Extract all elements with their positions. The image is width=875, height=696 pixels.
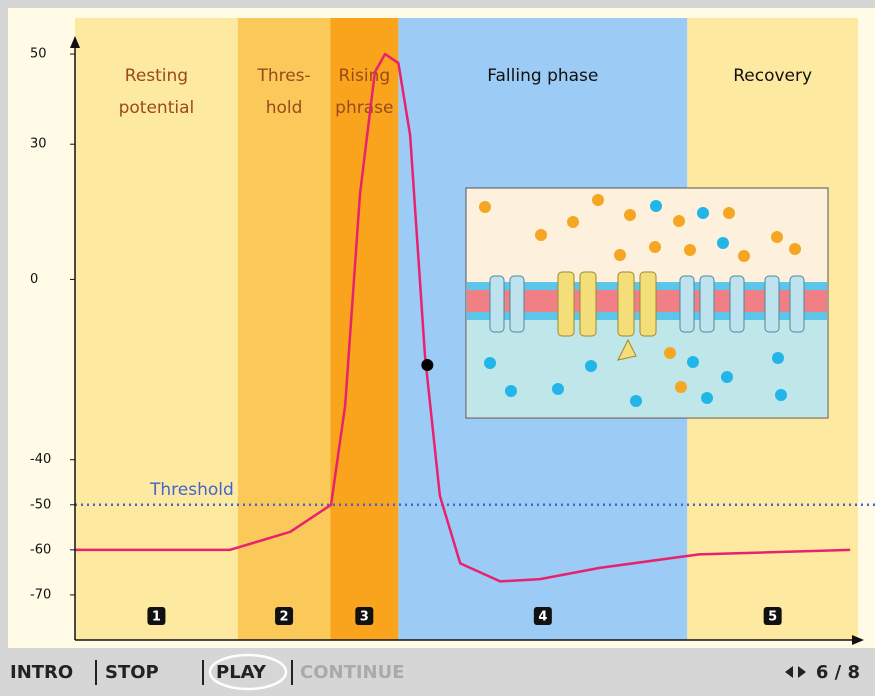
phase-label: phrase — [335, 98, 393, 118]
y-tick-label: -40 — [30, 452, 51, 467]
y-tick-label: -60 — [30, 542, 51, 557]
phase-band — [330, 18, 399, 640]
stop-button[interactable]: STOP — [105, 662, 159, 683]
phase-badge: 2 — [280, 610, 289, 625]
separators — [95, 660, 293, 685]
play-button[interactable]: PLAY — [216, 662, 267, 683]
continue-button[interactable]: CONTINUE — [300, 662, 405, 683]
phase-badge: 5 — [768, 610, 777, 625]
potential-curve — [75, 52, 851, 583]
phase-badge: 4 — [538, 610, 547, 625]
x-axis-arrow — [852, 635, 864, 645]
nav-arrows[interactable] — [785, 666, 806, 678]
phase-label: Falling phase — [487, 66, 598, 86]
phase-label: Rising — [338, 66, 390, 86]
play-highlight — [208, 653, 288, 691]
y-tick-label: 0 — [30, 272, 38, 287]
threshold-label: Threshold — [149, 480, 234, 500]
phase-label: hold — [266, 98, 303, 118]
intro-button[interactable]: INTRO — [10, 662, 73, 683]
phase-label: Resting — [125, 66, 188, 86]
badge-bg — [147, 607, 166, 625]
page-counter: 6 / 8 — [816, 662, 860, 683]
y-axis-arrow — [70, 36, 80, 48]
y-tick-label: -50 — [30, 497, 51, 512]
phase-band — [237, 18, 331, 640]
badge-bg — [763, 607, 782, 625]
y-tick-label: 50 — [30, 47, 47, 62]
badge-bg — [275, 607, 294, 625]
y-tick-label: -70 — [30, 587, 51, 602]
phase-badge: 3 — [360, 610, 369, 625]
phase-label: potential — [119, 98, 195, 118]
phase-label: Thres- — [256, 66, 310, 86]
badge-bg — [533, 607, 552, 625]
membrane-illustration — [465, 187, 829, 419]
phase-badge: 1 — [152, 610, 161, 625]
phase-label: Recovery — [733, 66, 812, 86]
toolbar — [0, 648, 875, 696]
badge-bg — [355, 607, 374, 625]
y-tick-label: 30 — [30, 137, 47, 152]
current-point — [421, 359, 434, 372]
phase-band — [75, 18, 238, 640]
